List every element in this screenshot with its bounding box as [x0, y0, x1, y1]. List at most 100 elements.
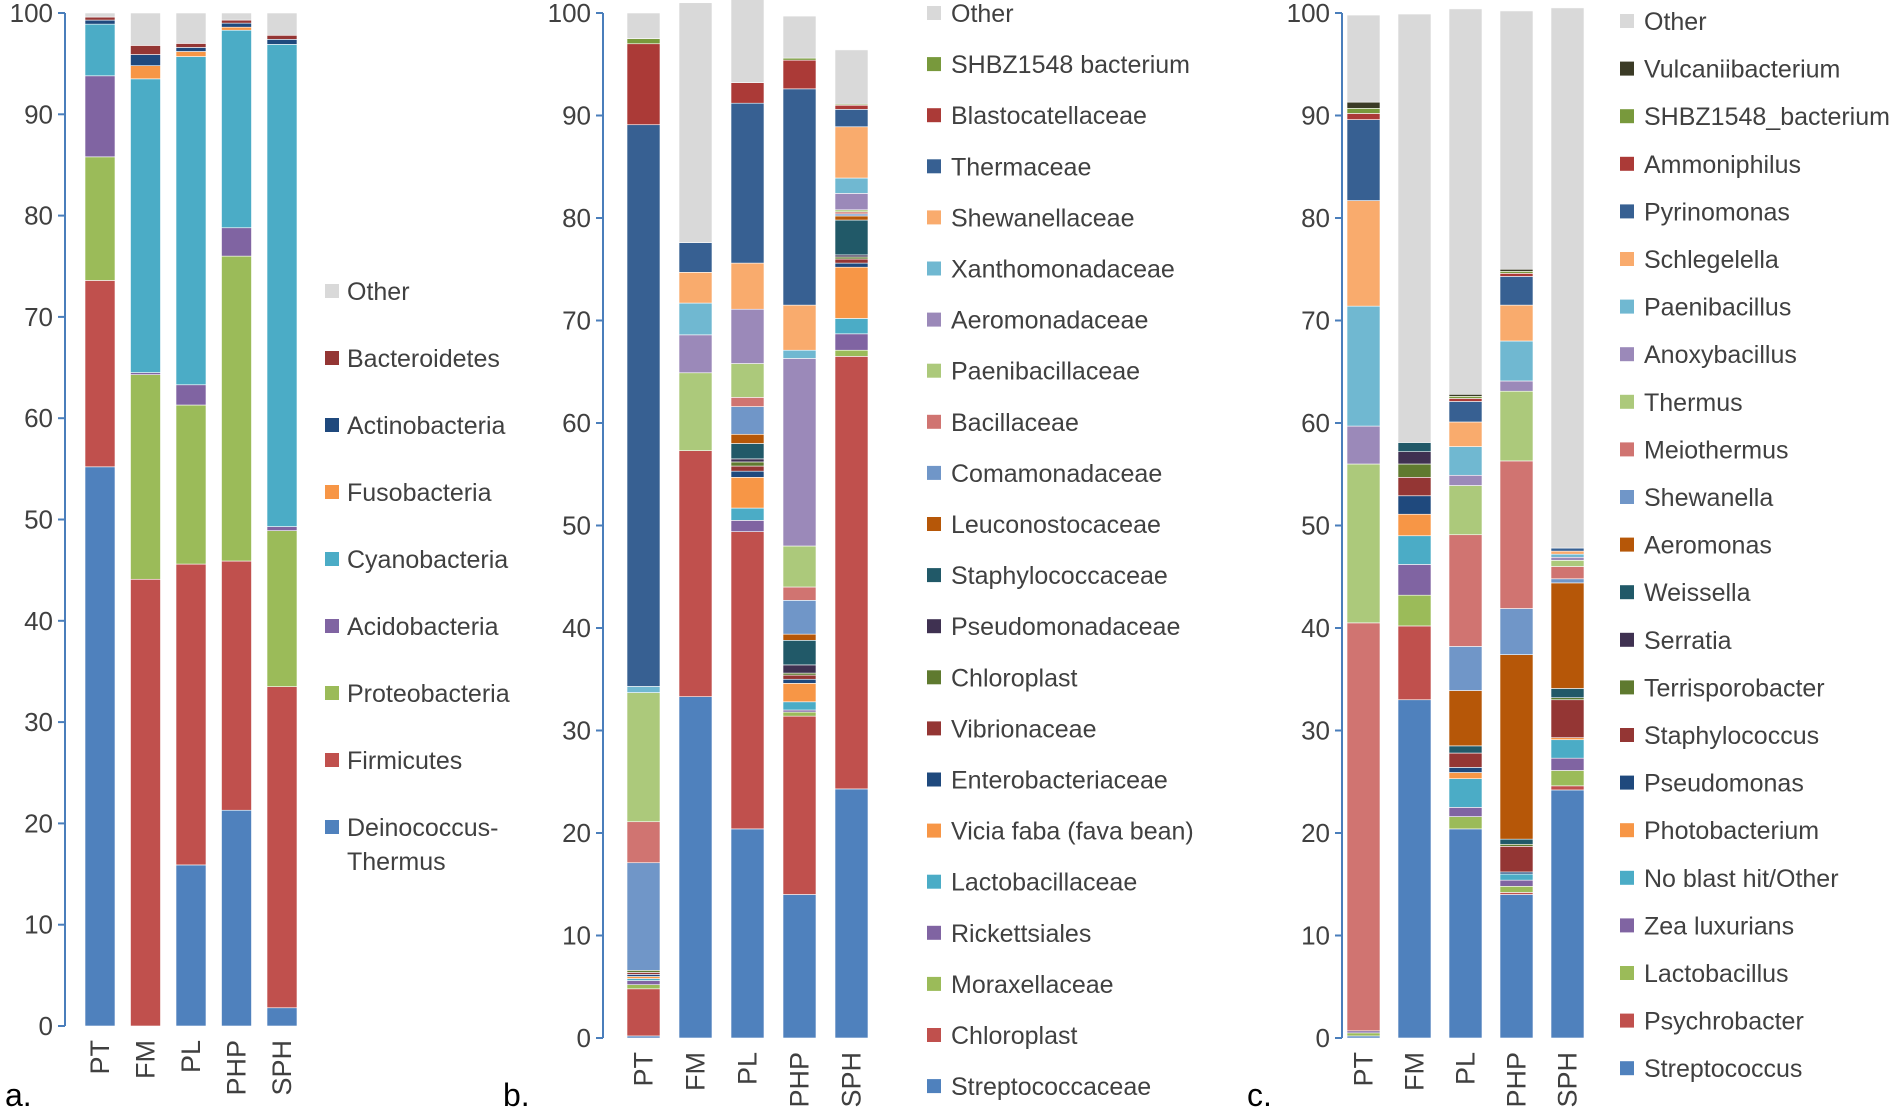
bar-pt-17 [1346, 200, 1381, 307]
bar-fm-22 [1397, 13, 1432, 443]
bar-sph-11 [1550, 582, 1585, 689]
bar-fm-1 [678, 450, 713, 697]
bar-sph-1 [266, 686, 298, 1009]
bar-pt-20 [1346, 108, 1381, 114]
y-tick-label: 50 [562, 511, 591, 541]
bar-sph-3 [834, 333, 869, 351]
legend-swatch [927, 1079, 941, 1094]
legend-label: Zea luxurians [1644, 912, 1794, 940]
legend-label: Other [951, 0, 1014, 28]
bar-sph-4 [1550, 739, 1585, 759]
category-label: FM [1400, 1052, 1430, 1091]
bar-sph-14 [1550, 560, 1585, 567]
legend-label: Thermus [1644, 389, 1743, 417]
category-label: PHP [785, 1052, 815, 1108]
bar-pl-0 [175, 864, 207, 1027]
legend-label: Staphylococcaceae [951, 562, 1168, 590]
bar-sph-18 [1550, 547, 1585, 552]
y-tick-label: 70 [1301, 306, 1330, 336]
legend-swatch [927, 925, 941, 940]
legend-swatch [927, 874, 941, 889]
legend-label: SHBZ1548_bacterium [1644, 103, 1890, 131]
bar-pl-4 [1448, 778, 1483, 808]
legend-swatch [927, 568, 941, 583]
legend-swatch [1620, 1013, 1634, 1028]
bar-sph-7 [834, 258, 869, 264]
y-tick-label: 60 [24, 403, 53, 433]
legend-swatch [1620, 966, 1634, 980]
legend-label: Shewanella [1644, 484, 1773, 512]
bar-php-8 [1499, 843, 1534, 847]
bar-pt-21 [1346, 101, 1381, 109]
bar-sph-12 [1550, 578, 1585, 584]
legend-swatch [1620, 204, 1634, 219]
bar-pt-6 [84, 19, 116, 25]
legend-label: Chloroplast [951, 664, 1078, 692]
bar-php-6 [1499, 871, 1534, 875]
legend-label: Comamonadaceae [951, 460, 1162, 488]
bar-pt-5 [626, 976, 661, 979]
legend-label: No blast hit/Other [1644, 865, 1839, 893]
legend-swatch [927, 619, 941, 634]
category-label: PL [733, 1052, 763, 1085]
bar-sph-3 [1550, 757, 1585, 771]
bar-php-17 [782, 304, 817, 351]
bar-sph-13 [834, 211, 869, 215]
legend-swatch [927, 159, 941, 174]
bar-pl-13 [730, 397, 765, 407]
bar-pt-18 [1346, 119, 1381, 201]
bar-php-0 [1499, 894, 1534, 1039]
legend-label: Vibrionaceae [951, 715, 1096, 743]
bar-php-4 [782, 701, 817, 711]
bar-pt-2 [84, 156, 116, 281]
bar-php-17 [1499, 304, 1534, 342]
bar-pl-17 [1448, 421, 1483, 447]
bar-fm-10 [1397, 442, 1432, 453]
legend-swatch [1620, 394, 1634, 409]
bar-php-10 [1499, 838, 1534, 845]
bar-fm-2 [130, 374, 161, 580]
legend-label: Bacteroidetes [347, 345, 500, 373]
legend-label: Paenibacillus [1644, 294, 1791, 322]
bar-fm-8 [130, 12, 161, 46]
bar-php-6 [782, 678, 817, 684]
legend-swatch [1620, 823, 1634, 838]
bar-fm-0 [1397, 699, 1432, 1039]
chart-c: PT FM PL PHP SPH 0 10 20 30 40 50 60 70 80 90 100 Other V… [1247, 0, 1890, 1110]
bar-sph-2 [1550, 770, 1585, 787]
bar-sph-11 [834, 215, 869, 221]
bar-sph-19 [834, 104, 869, 110]
y-tick-label: 30 [1301, 716, 1330, 746]
bar-php-14 [782, 545, 817, 588]
bar-php-13 [782, 586, 817, 601]
legend-label: Staphylococcus [1644, 722, 1819, 750]
bar-pl-6 [730, 470, 765, 478]
bar-php-20 [1499, 270, 1534, 274]
legend-swatch [927, 976, 941, 991]
legend-label: Moraxellaceae [951, 971, 1114, 999]
legend-label: Other [1644, 8, 1707, 36]
bar-pl-7 [175, 43, 207, 48]
legend-swatch [1620, 61, 1634, 76]
bar-pl-21 [1448, 393, 1483, 397]
legend-swatch [927, 108, 941, 123]
y-tick-label: 90 [24, 99, 53, 129]
y-tick-label: 90 [562, 101, 591, 131]
bar-php-0 [782, 894, 817, 1039]
legend-swatch [325, 753, 339, 767]
bar-pt-7 [626, 972, 661, 975]
bar-sph-6 [266, 39, 298, 45]
legend-label: Lactobacillus [1644, 960, 1789, 988]
legend-label: Xanthomonadaceae [951, 256, 1175, 284]
legend-label: Thermus [347, 848, 446, 876]
bar-sph-7 [1550, 699, 1585, 738]
bar-sph-17 [1550, 550, 1585, 555]
bar-php-7 [221, 19, 252, 24]
bar-pt-14 [1346, 463, 1381, 624]
y-tick-label: 100 [10, 0, 53, 28]
legend-swatch [325, 284, 339, 298]
bar-pt-8 [626, 970, 661, 973]
bar-pt-2 [626, 984, 661, 990]
legend-label: Proteobacteria [347, 680, 510, 708]
bar-pl-2 [175, 404, 207, 565]
